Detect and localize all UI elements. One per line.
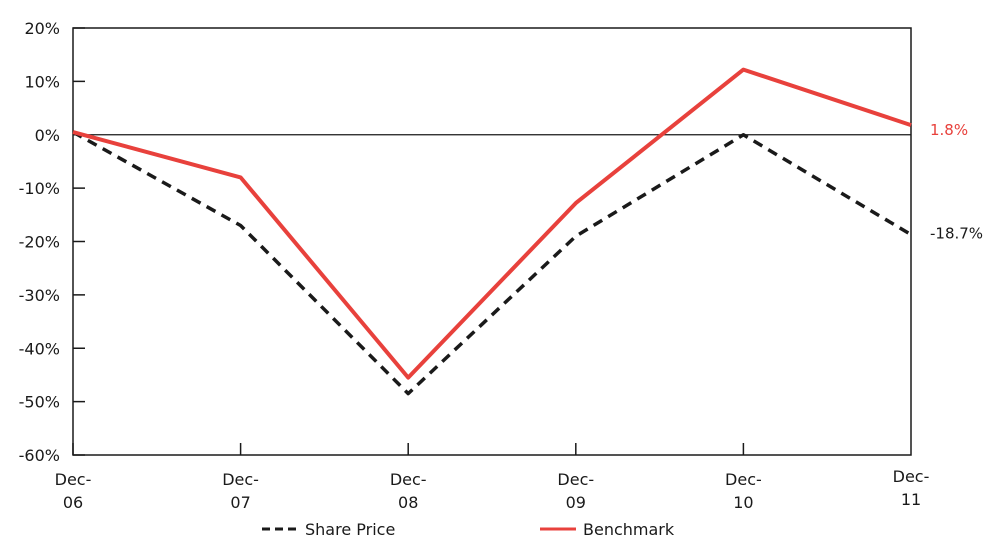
y-tick-label: 20%: [24, 19, 60, 38]
y-tick-label: 10%: [24, 72, 60, 91]
series-lines: [72, 67, 912, 396]
y-tick-label: -50%: [19, 393, 60, 412]
y-tick-label: 0%: [35, 126, 60, 145]
share-price-line: [72, 130, 912, 396]
x-tick-label: 09: [566, 493, 586, 512]
x-tick-label: Dec-: [725, 470, 762, 489]
x-tick-label: Dec-: [55, 470, 92, 489]
y-tick-label: -20%: [19, 233, 60, 252]
x-tick-label: 10: [733, 493, 753, 512]
legend-label-share-price: Share Price: [305, 520, 395, 539]
x-tick-label: Dec-: [222, 470, 259, 489]
share-price-end-label: -18.7%: [930, 225, 983, 243]
axes: 20% 10% 0% -10% -20% -30% -40% -50% -60% Dec- 06 De…: [19, 19, 930, 512]
x-tick-label: Dec-: [893, 467, 930, 486]
x-tick-label: 07: [230, 493, 250, 512]
y-tick-label: -40%: [19, 339, 60, 358]
benchmark-end-label: 1.8%: [930, 121, 968, 139]
x-tick-label: Dec-: [557, 470, 594, 489]
y-tick-label: -10%: [19, 179, 60, 198]
legend-label-benchmark: Benchmark: [583, 520, 675, 539]
y-tick-label: -30%: [19, 286, 60, 305]
x-tick-label: 11: [901, 490, 921, 509]
end-labels: -18.7% 1.8%: [930, 121, 983, 242]
x-tick-label: 06: [63, 493, 83, 512]
legend: Share Price Benchmark: [262, 520, 675, 539]
y-tick-label: -60%: [19, 446, 60, 465]
x-tick-label: Dec-: [390, 470, 427, 489]
x-tick-label: 08: [398, 493, 418, 512]
plot-frame: [72, 27, 912, 456]
benchmark-line: [72, 67, 912, 380]
